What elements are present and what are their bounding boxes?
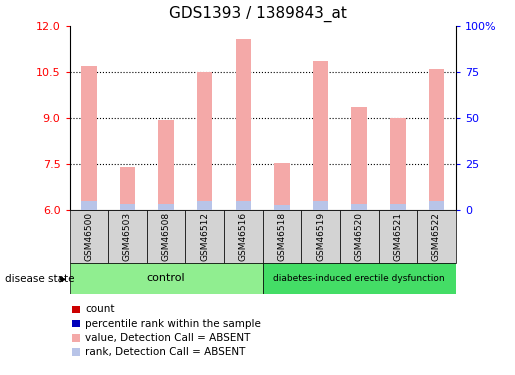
Bar	[429, 69, 444, 210]
Bar	[313, 62, 329, 210]
Text: count: count	[85, 304, 115, 314]
Bar	[119, 204, 135, 210]
Text: GSM46518: GSM46518	[278, 211, 286, 261]
Text: GSM46508: GSM46508	[162, 211, 170, 261]
Bar	[197, 72, 212, 210]
Bar	[159, 204, 174, 210]
Bar	[72, 348, 80, 356]
Text: control: control	[147, 273, 185, 284]
Bar	[274, 206, 289, 210]
FancyBboxPatch shape	[147, 210, 185, 262]
FancyBboxPatch shape	[70, 210, 108, 262]
Text: rank, Detection Call = ABSENT: rank, Detection Call = ABSENT	[85, 347, 246, 357]
Bar	[390, 118, 405, 210]
FancyBboxPatch shape	[224, 210, 263, 262]
Bar	[351, 107, 367, 210]
FancyBboxPatch shape	[340, 210, 379, 262]
Text: GSM46522: GSM46522	[432, 212, 441, 261]
Text: GSM46521: GSM46521	[393, 212, 402, 261]
Text: GSM46500: GSM46500	[84, 211, 93, 261]
Text: GSM46503: GSM46503	[123, 211, 132, 261]
Text: GSM46519: GSM46519	[316, 211, 325, 261]
FancyBboxPatch shape	[379, 210, 417, 262]
Bar	[351, 204, 367, 210]
Text: diabetes-induced erectile dysfunction: diabetes-induced erectile dysfunction	[273, 274, 445, 283]
FancyBboxPatch shape	[108, 210, 147, 262]
Bar	[81, 201, 97, 210]
Bar	[313, 201, 329, 210]
FancyBboxPatch shape	[185, 210, 224, 262]
Bar	[159, 120, 174, 210]
Text: percentile rank within the sample: percentile rank within the sample	[85, 319, 262, 328]
Text: GDS1393 / 1389843_at: GDS1393 / 1389843_at	[168, 6, 347, 22]
FancyBboxPatch shape	[263, 262, 456, 294]
FancyBboxPatch shape	[417, 210, 456, 262]
FancyBboxPatch shape	[301, 210, 340, 262]
Bar	[72, 306, 80, 313]
Bar	[274, 162, 289, 210]
Text: GSM46516: GSM46516	[239, 211, 248, 261]
FancyBboxPatch shape	[70, 262, 263, 294]
Text: GSM46512: GSM46512	[200, 212, 209, 261]
Bar	[72, 334, 80, 342]
Bar	[390, 204, 405, 210]
Bar	[119, 167, 135, 210]
Text: disease state: disease state	[5, 274, 75, 284]
Bar	[429, 201, 444, 210]
Bar	[72, 320, 80, 327]
Text: value, Detection Call = ABSENT: value, Detection Call = ABSENT	[85, 333, 251, 343]
Text: GSM46520: GSM46520	[355, 212, 364, 261]
Bar	[81, 66, 97, 210]
FancyBboxPatch shape	[263, 210, 301, 262]
Bar	[236, 201, 251, 210]
Bar	[236, 39, 251, 210]
Bar	[197, 201, 212, 210]
